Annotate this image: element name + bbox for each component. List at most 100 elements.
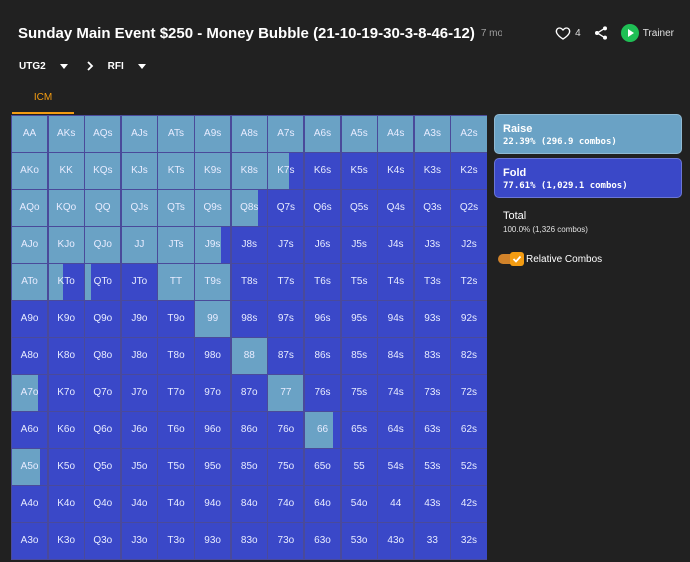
hand-cell[interactable]: K8s <box>230 152 268 190</box>
hand-cell[interactable]: JJ <box>120 226 158 264</box>
hand-cell[interactable]: AKo <box>11 152 49 190</box>
hand-cell[interactable]: 66 <box>303 411 342 449</box>
hand-cell[interactable]: A3s <box>413 115 451 153</box>
hand-cell[interactable]: Q4o <box>84 485 122 523</box>
hand-cell[interactable]: A6o <box>11 411 49 449</box>
hand-cell[interactable]: 95s <box>340 300 378 338</box>
hand-cell[interactable]: A4s <box>377 115 415 153</box>
hand-cell[interactable]: KQs <box>84 152 122 190</box>
hand-cell[interactable]: A9o <box>11 300 49 338</box>
hand-cell[interactable]: 98o <box>194 337 232 375</box>
hand-cell[interactable]: 54s <box>377 448 415 486</box>
hand-cell[interactable]: KQo <box>47 189 85 227</box>
hand-cell[interactable]: 94s <box>377 300 415 338</box>
hand-cell[interactable]: T5s <box>340 263 378 301</box>
hand-cell[interactable]: K9o <box>47 300 85 338</box>
hand-cell[interactable]: 97o <box>194 374 232 412</box>
hand-cell[interactable]: K4s <box>377 152 415 190</box>
hand-cell[interactable]: 63s <box>413 411 451 449</box>
hand-cell[interactable]: J6s <box>303 226 342 264</box>
hand-cell[interactable]: Q8s <box>230 189 268 227</box>
hand-cell[interactable]: Q3o <box>84 522 122 560</box>
hand-cell[interactable]: Q6s <box>303 189 342 227</box>
hand-cell[interactable]: T7s <box>267 263 305 301</box>
hand-cell[interactable]: 65o <box>303 448 342 486</box>
hand-cell[interactable]: 92s <box>450 300 487 338</box>
hand-cell[interactable]: 86o <box>230 411 268 449</box>
hand-cell[interactable]: K5s <box>340 152 378 190</box>
hand-cell[interactable]: T6o <box>157 411 195 449</box>
hand-cell[interactable]: T4o <box>157 485 195 523</box>
hand-cell[interactable]: 53o <box>340 522 378 560</box>
share-button[interactable] <box>593 25 609 41</box>
hand-cell[interactable]: 76o <box>267 411 305 449</box>
hand-cell[interactable]: 85o <box>230 448 268 486</box>
hand-cell[interactable]: QTo <box>84 263 122 301</box>
hand-cell[interactable]: 87o <box>230 374 268 412</box>
hand-cell[interactable]: T2s <box>450 263 487 301</box>
hand-cell[interactable]: Q9s <box>194 189 232 227</box>
hand-cell[interactable]: 53s <box>413 448 451 486</box>
hand-cell[interactable]: 93o <box>194 522 232 560</box>
hand-cell[interactable]: AJs <box>120 115 158 153</box>
hand-cell[interactable]: 32s <box>450 522 487 560</box>
hand-cell[interactable]: QTs <box>157 189 195 227</box>
hand-cell[interactable]: K3s <box>413 152 451 190</box>
hand-cell[interactable]: Q9o <box>84 300 122 338</box>
trainer-button[interactable]: Trainer <box>620 24 674 42</box>
fold-action[interactable]: Fold 77.61% (1,029.1 combos) <box>494 158 682 198</box>
hand-cell[interactable]: A5o <box>11 448 49 486</box>
hand-cell[interactable]: K4o <box>47 485 85 523</box>
hand-cell[interactable]: 72s <box>450 374 487 412</box>
hand-cell[interactable]: K3o <box>47 522 85 560</box>
hand-cell[interactable]: 76s <box>303 374 342 412</box>
hand-cell[interactable]: K5o <box>47 448 85 486</box>
hand-cell[interactable]: A2s <box>450 115 487 153</box>
hand-cell[interactable]: 77 <box>267 374 305 412</box>
hand-cell[interactable]: 54o <box>340 485 378 523</box>
tab-icm[interactable]: ICM <box>12 88 74 114</box>
hand-cell[interactable]: T9s <box>194 263 232 301</box>
hand-cell[interactable]: 93s <box>413 300 451 338</box>
hand-cell[interactable]: T3s <box>413 263 451 301</box>
hand-cell[interactable]: J4s <box>377 226 415 264</box>
hand-cell[interactable]: ATo <box>11 263 49 301</box>
hand-cell[interactable]: K8o <box>47 337 85 375</box>
hand-cell[interactable]: AQo <box>11 189 49 227</box>
hand-cell[interactable]: JTs <box>157 226 195 264</box>
hand-cell[interactable]: 75o <box>267 448 305 486</box>
hand-cell[interactable]: J7s <box>267 226 305 264</box>
hand-cell[interactable]: J7o <box>120 374 158 412</box>
hand-cell[interactable]: 33 <box>413 522 451 560</box>
hand-cell[interactable]: K6o <box>47 411 85 449</box>
hand-cell[interactable]: TT <box>157 263 195 301</box>
hand-cell[interactable]: AA <box>11 115 49 153</box>
hand-cell[interactable]: 95o <box>194 448 232 486</box>
hand-cell[interactable]: A7s <box>267 115 305 153</box>
hand-cell[interactable]: T6s <box>303 263 342 301</box>
hand-cell[interactable]: J5s <box>340 226 378 264</box>
hand-cell[interactable]: KJs <box>120 152 158 190</box>
hand-cell[interactable]: 64s <box>377 411 415 449</box>
hand-cell[interactable]: K6s <box>303 152 342 190</box>
hand-cell[interactable]: QJo <box>84 226 122 264</box>
hand-cell[interactable]: AQs <box>84 115 122 153</box>
hand-cell[interactable]: A7o <box>11 374 49 412</box>
hand-cell[interactable]: A8o <box>11 337 49 375</box>
hand-cell[interactable]: 86s <box>303 337 342 375</box>
hand-cell[interactable]: 98s <box>230 300 268 338</box>
hand-cell[interactable]: 44 <box>377 485 415 523</box>
hand-cell[interactable]: 73o <box>267 522 305 560</box>
hand-cell[interactable]: 87s <box>267 337 305 375</box>
hand-cell[interactable]: 62s <box>450 411 487 449</box>
hand-cell[interactable]: 55 <box>340 448 378 486</box>
hand-cell[interactable]: T4s <box>377 263 415 301</box>
hand-cell[interactable]: 63o <box>303 522 342 560</box>
hand-cell[interactable]: 43s <box>413 485 451 523</box>
hand-cell[interactable]: J6o <box>120 411 158 449</box>
hand-cell[interactable]: 74s <box>377 374 415 412</box>
hand-cell[interactable]: 88 <box>230 337 268 375</box>
hand-cell[interactable]: J3o <box>120 522 158 560</box>
hand-cell[interactable]: J3s <box>413 226 451 264</box>
hand-cell[interactable]: Q2s <box>450 189 487 227</box>
